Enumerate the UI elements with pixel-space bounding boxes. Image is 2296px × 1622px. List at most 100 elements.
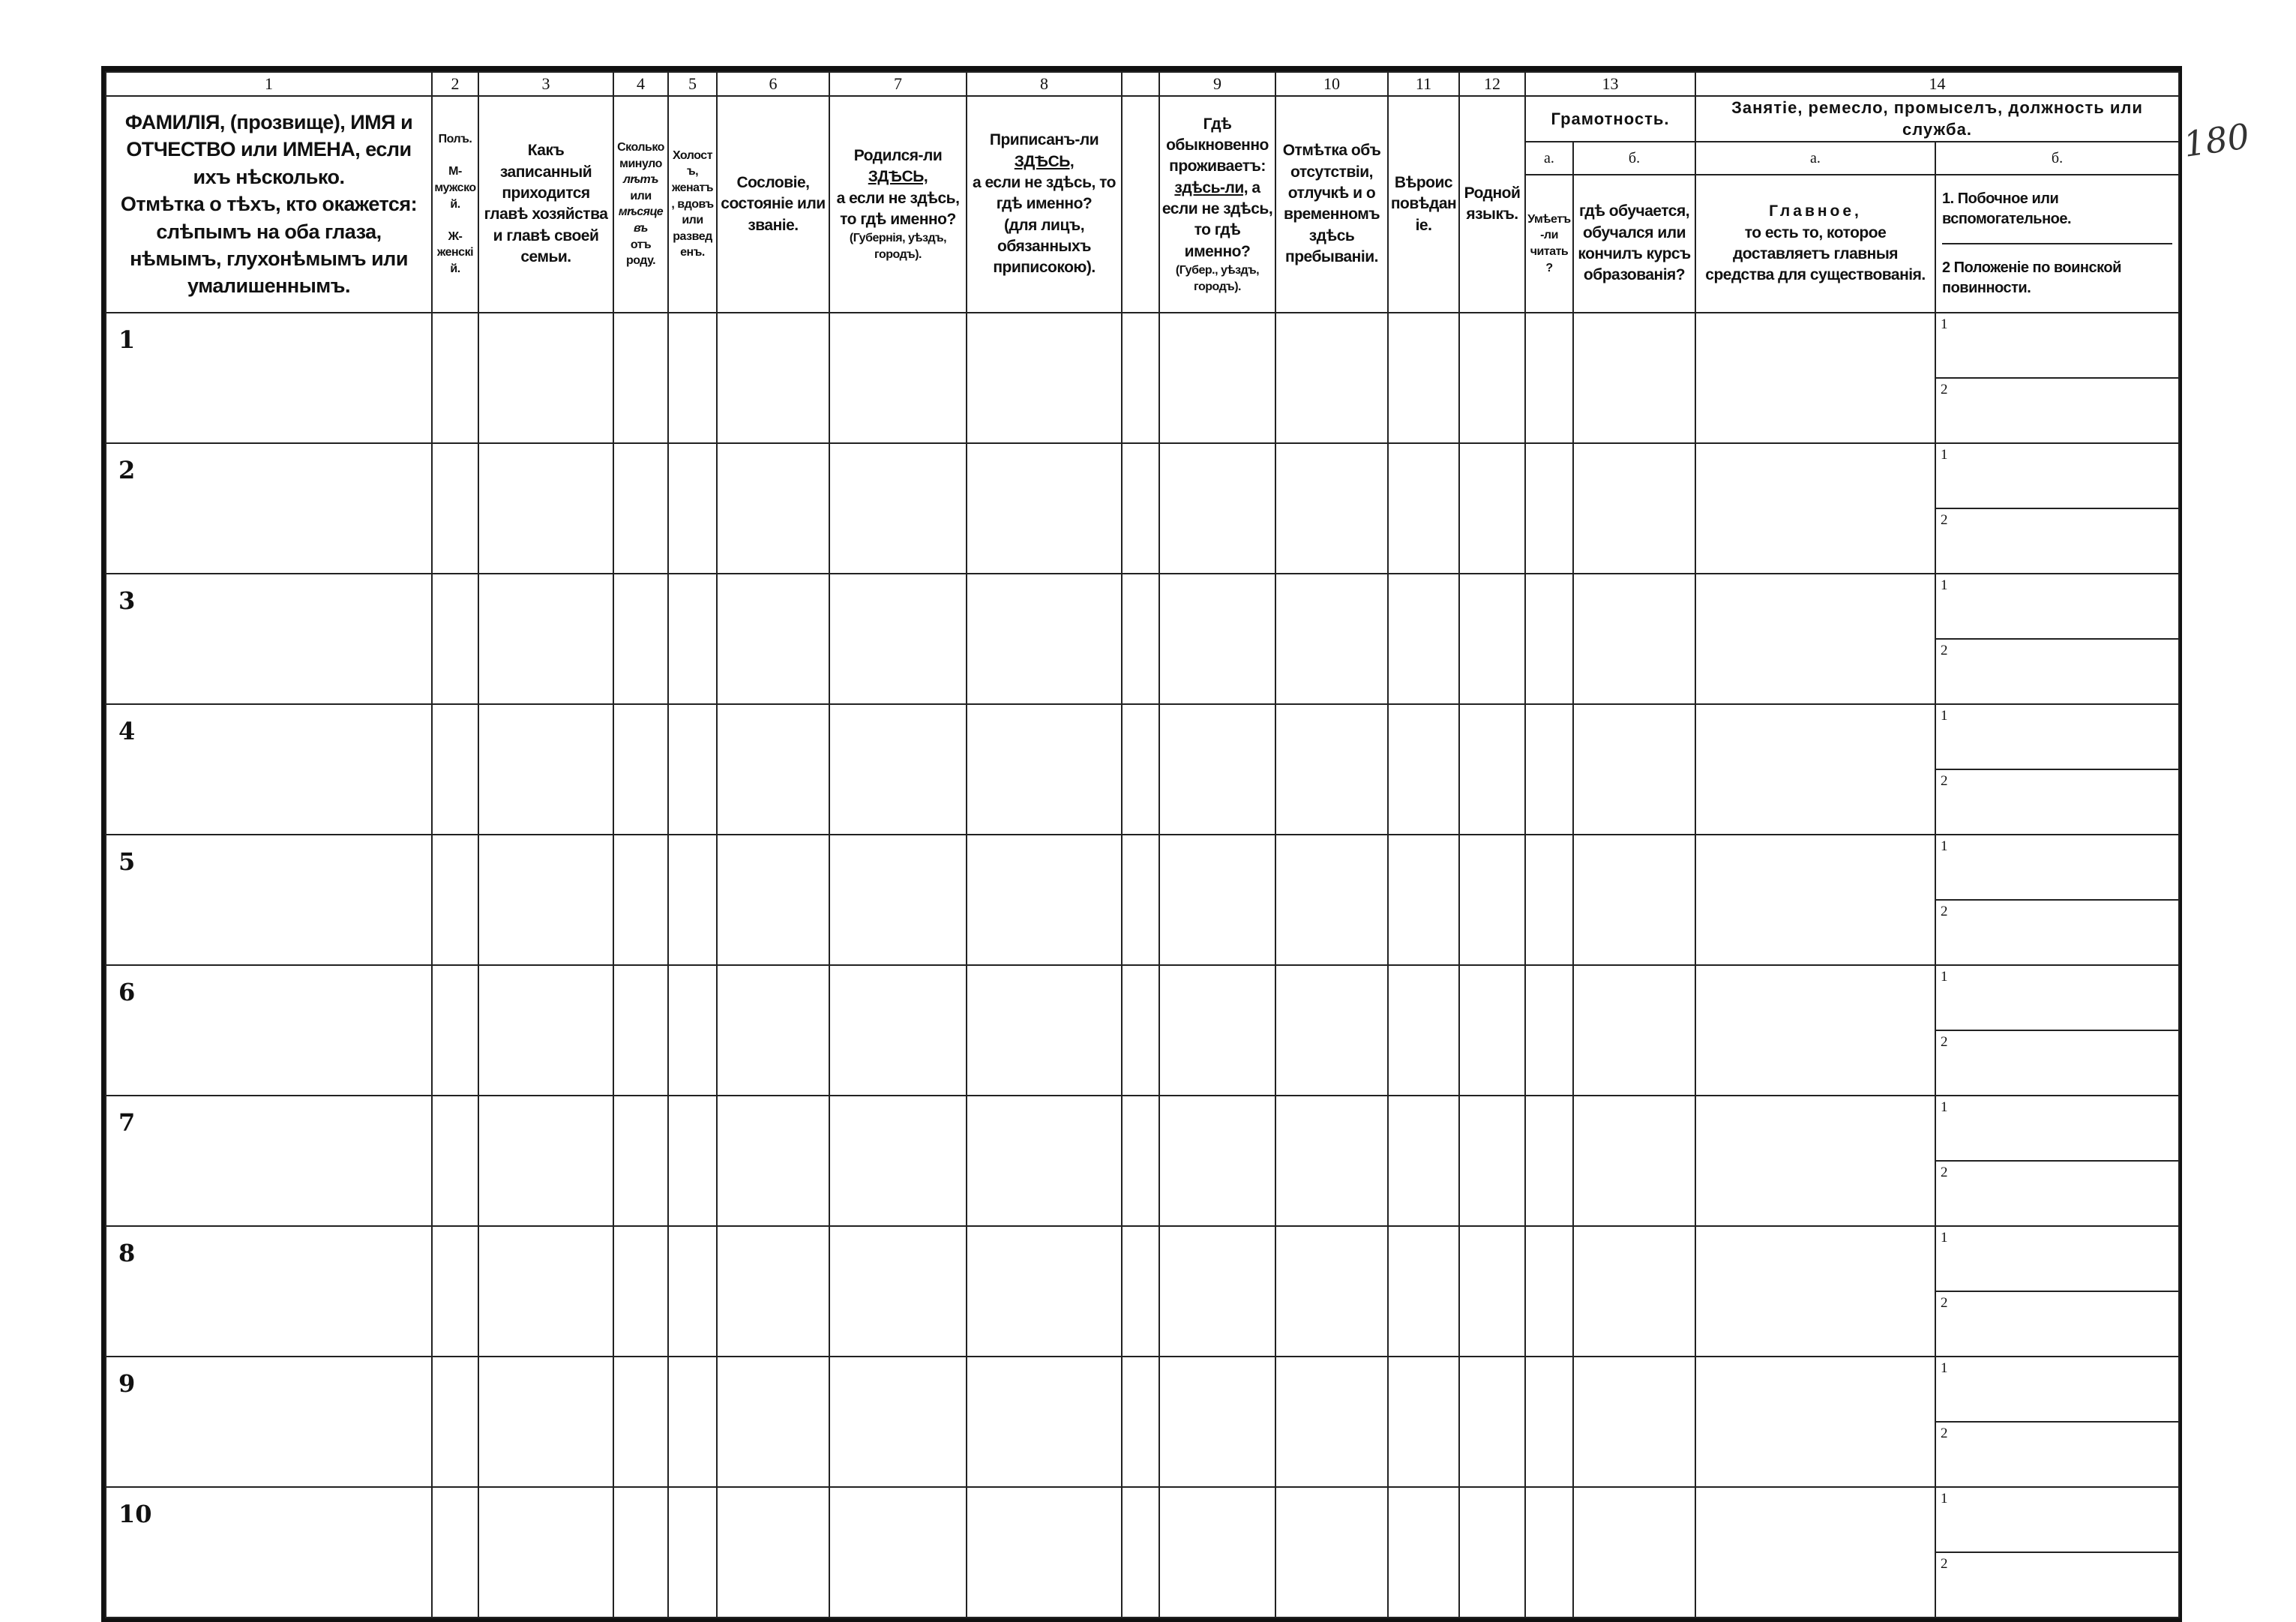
entry-cell[interactable] [613,1095,669,1228]
entry-cell[interactable] [1524,834,1574,967]
person-name-cell[interactable]: 3 [105,573,433,706]
entry-cell[interactable] [966,1225,1123,1358]
entry-cell[interactable] [667,1356,718,1489]
entry-cell[interactable] [966,964,1123,1097]
entry-cell[interactable] [966,1095,1123,1228]
entry-cell[interactable] [1458,834,1526,967]
entry-cell[interactable] [1695,834,1936,967]
person-name-cell[interactable]: 8 [105,1225,433,1358]
entry-cell[interactable] [966,703,1123,836]
entry-cell[interactable] [966,312,1123,445]
entry-cell[interactable] [716,1486,830,1619]
entry-cell[interactable] [478,834,614,967]
entry-cell[interactable] [1524,1095,1574,1228]
entry-cell[interactable] [716,312,830,445]
entry-cell[interactable] [431,1095,479,1228]
entry-cell[interactable] [1387,834,1460,967]
entry-cell[interactable] [431,1225,479,1358]
entry-cell[interactable] [1158,573,1276,706]
entry-cell[interactable] [1275,964,1389,1097]
entry-cell[interactable] [1572,1356,1696,1489]
entry-cell[interactable] [1275,573,1389,706]
entry-cell[interactable] [667,964,718,1097]
entry-cell[interactable] [1524,964,1574,1097]
entry-cell[interactable] [716,834,830,967]
entry-cell[interactable] [1121,312,1160,445]
entry-cell[interactable] [1275,442,1389,575]
entry-cell[interactable] [478,312,614,445]
entry-cell[interactable] [613,703,669,836]
entry-cell[interactable] [1387,573,1460,706]
entry-cell[interactable] [667,1095,718,1228]
entry-cell[interactable] [1158,1356,1276,1489]
entry-cell[interactable] [1275,1225,1389,1358]
entry-cell[interactable] [667,703,718,836]
entry-cell[interactable] [966,1486,1123,1619]
entry-cell[interactable] [1121,573,1160,706]
entry-cell[interactable] [1572,1486,1696,1619]
entry-cell[interactable] [1572,573,1696,706]
entry-cell[interactable] [1572,312,1696,445]
entry-cell[interactable] [478,1225,614,1358]
entry-cell[interactable] [478,703,614,836]
entry-cell[interactable] [1121,1486,1160,1619]
entry-cell[interactable] [716,1225,830,1358]
entry-cell[interactable] [1458,964,1526,1097]
entry-cell[interactable] [829,573,967,706]
entry-cell[interactable] [613,312,669,445]
entry-cell[interactable] [1121,834,1160,967]
entry-cell[interactable] [1121,964,1160,1097]
entry-cell[interactable] [1458,573,1526,706]
entry-cell[interactable] [667,1225,718,1358]
entry-cell[interactable] [1121,442,1160,575]
entry-cell[interactable] [1158,703,1276,836]
entry-cell[interactable] [1121,1356,1160,1489]
entry-cell[interactable] [966,834,1123,967]
entry-cell[interactable] [1572,442,1696,575]
entry-cell[interactable] [1158,312,1276,445]
entry-cell[interactable] [1695,312,1936,445]
entry-cell[interactable] [716,1095,830,1228]
entry-cell[interactable] [1275,703,1389,836]
person-name-cell[interactable]: 1 [105,312,433,445]
entry-cell[interactable] [431,1356,479,1489]
entry-cell[interactable] [1458,1095,1526,1228]
entry-cell[interactable] [431,703,479,836]
entry-cell[interactable] [1387,703,1460,836]
entry-cell[interactable] [1524,573,1574,706]
person-name-cell[interactable]: 6 [105,964,433,1097]
entry-cell[interactable] [1524,1356,1574,1489]
entry-cell[interactable] [431,1486,479,1619]
entry-cell[interactable] [613,442,669,575]
entry-cell[interactable] [613,1356,669,1489]
entry-cell[interactable] [478,573,614,706]
entry-cell[interactable] [1524,1486,1574,1619]
entry-cell[interactable] [1387,1356,1460,1489]
entry-cell[interactable] [667,573,718,706]
entry-cell[interactable] [1695,573,1936,706]
entry-cell[interactable] [1458,312,1526,445]
entry-cell[interactable] [1695,703,1936,836]
entry-cell[interactable] [1158,1095,1276,1228]
entry-cell[interactable] [829,1225,967,1358]
entry-cell[interactable] [1524,1225,1574,1358]
entry-cell[interactable] [1158,834,1276,967]
entry-cell[interactable] [1275,1095,1389,1228]
entry-cell[interactable] [1695,1095,1936,1228]
entry-cell[interactable] [1572,703,1696,836]
person-name-cell[interactable]: 9 [105,1356,433,1489]
entry-cell[interactable] [1572,1225,1696,1358]
entry-cell[interactable] [478,964,614,1097]
entry-cell[interactable] [1572,1095,1696,1228]
entry-cell[interactable] [1695,964,1936,1097]
entry-cell[interactable] [1387,442,1460,575]
entry-cell[interactable] [1695,1225,1936,1358]
entry-cell[interactable] [1572,834,1696,967]
entry-cell[interactable] [716,964,830,1097]
